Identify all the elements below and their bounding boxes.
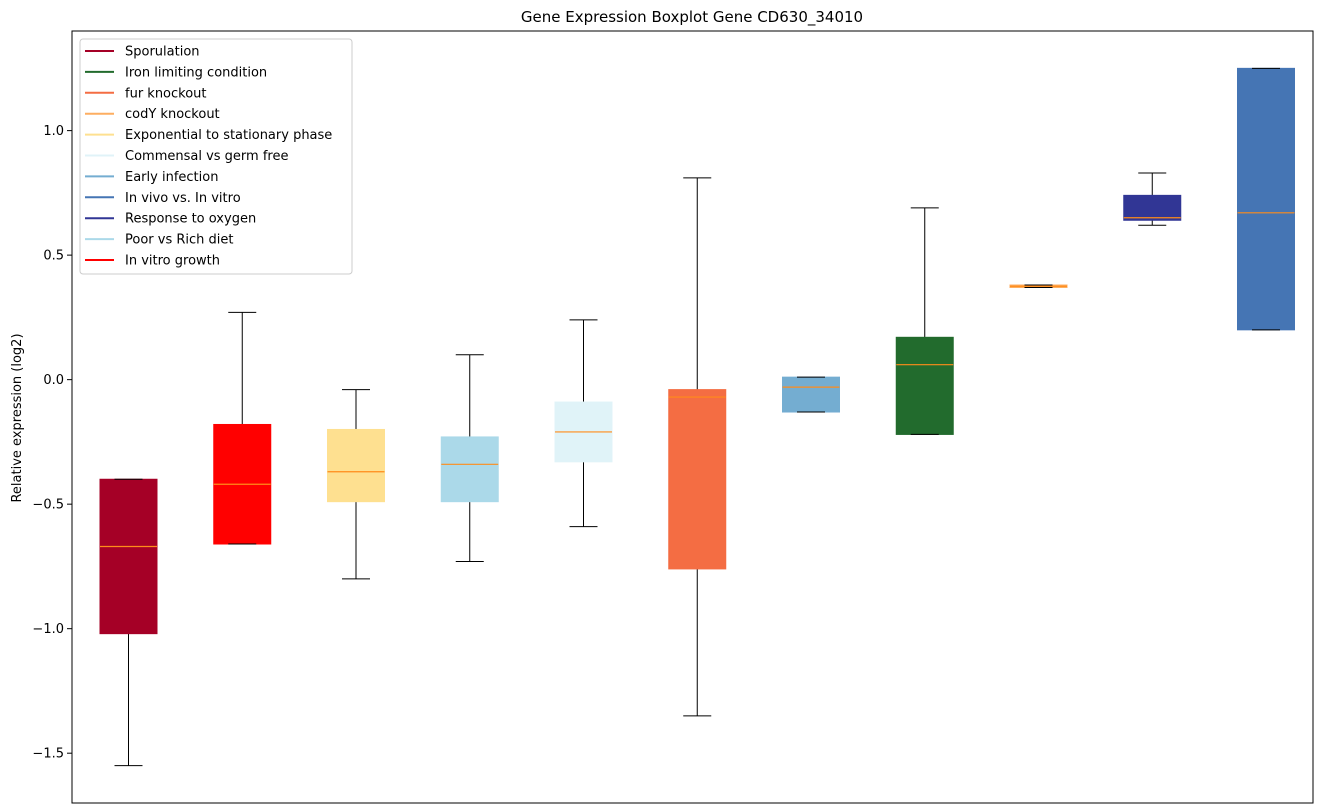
box-poor-vs-rich-diet	[440, 354, 499, 562]
legend-label: fur knockout	[125, 86, 207, 101]
y-tick-label: −0.5	[32, 498, 64, 513]
box-commensal-vs-germ-free	[554, 319, 613, 528]
legend-label: Early infection	[125, 170, 218, 185]
box-body	[440, 436, 499, 503]
box-iron-limiting-condition	[895, 207, 954, 435]
box-in-vivo-vs-in-vitro	[1237, 67, 1295, 331]
box-body	[1237, 67, 1295, 331]
y-tick-label: 1.0	[43, 124, 64, 139]
box-body	[99, 478, 158, 635]
y-tick-label: −1.5	[32, 747, 64, 762]
box-body	[782, 376, 840, 413]
legend-label: Response to oxygen	[125, 212, 256, 227]
box-cody-knockout	[1009, 284, 1068, 289]
y-axis-label: Relative expression (log2)	[10, 333, 25, 502]
y-tick-label: 0.0	[43, 373, 64, 388]
legend-label: Poor vs Rich diet	[125, 233, 233, 248]
y-tick-label: −1.0	[32, 622, 64, 637]
legend-label: Sporulation	[125, 45, 200, 60]
plot-frame	[71, 30, 1314, 804]
legend-box	[79, 38, 353, 275]
chart-title: Gene Expression Boxplot Gene CD630_34010	[521, 8, 863, 27]
box-early-infection	[782, 376, 840, 413]
box-exponential-to-stationary-phase	[327, 389, 385, 580]
box-body	[668, 389, 727, 570]
legend-label: Commensal vs germ free	[125, 149, 288, 164]
box-body	[895, 336, 954, 435]
legend-label: In vitro growth	[125, 254, 220, 269]
box-fur-knockout	[668, 177, 727, 717]
box-response-to-oxygen	[1123, 172, 1182, 226]
boxes-layer	[99, 67, 1295, 767]
legend: Sporulation Iron limiting condition fur kn…	[79, 38, 353, 275]
legend-label: Iron limiting condition	[125, 65, 267, 80]
legend-label: Exponential to stationary phase	[125, 128, 332, 143]
y-axis: −1.5 −1.0 −0.5 0.0 0.5 1.0	[32, 124, 72, 762]
y-tick-label: 0.5	[43, 249, 64, 264]
box-body	[327, 428, 385, 503]
legend-label: codY knockout	[125, 107, 220, 122]
box-sporulation	[99, 478, 158, 767]
box-in-vitro-growth	[213, 311, 272, 545]
legend-label: In vivo vs. In vitro	[125, 191, 241, 206]
box-body	[1123, 194, 1182, 221]
